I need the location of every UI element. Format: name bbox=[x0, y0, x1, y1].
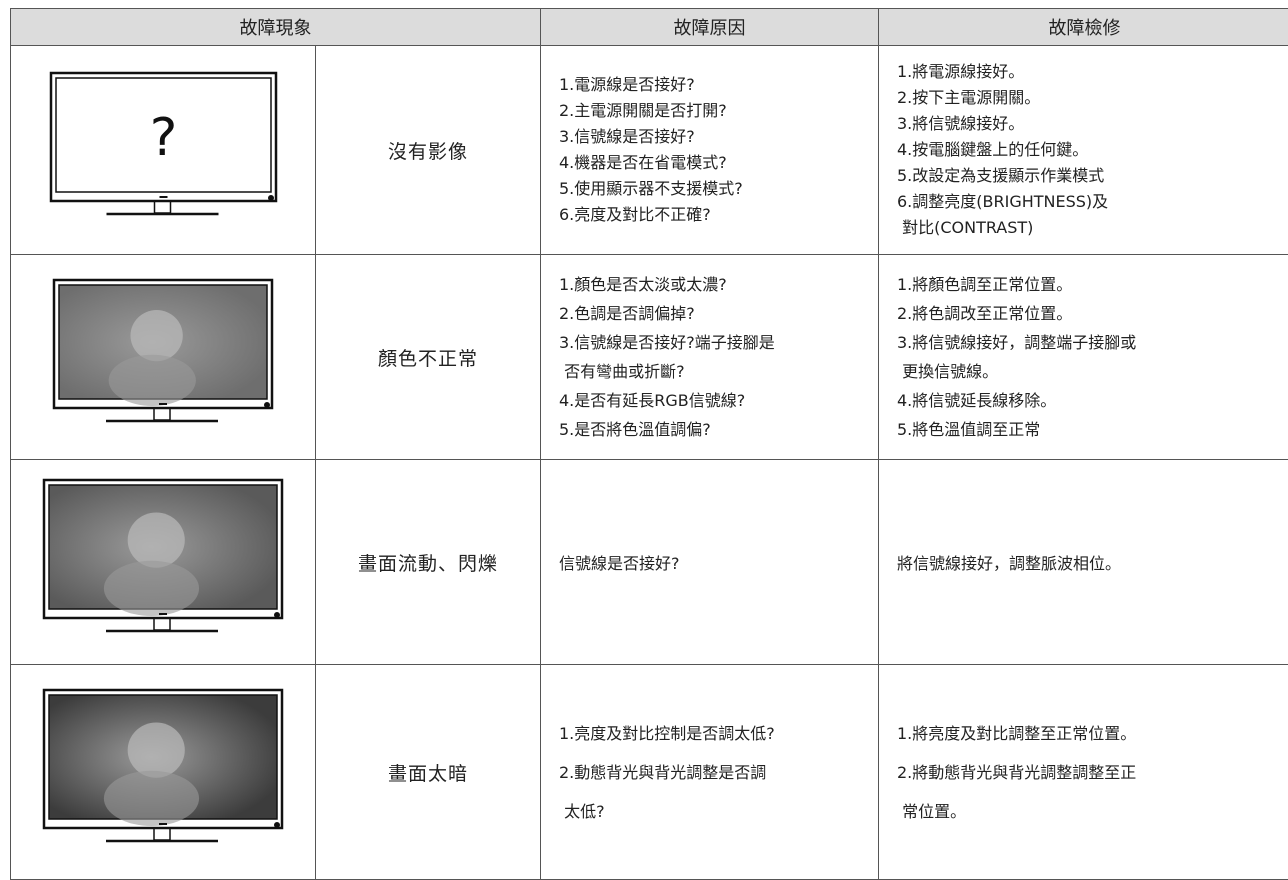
text-line: 2.動態背光與背光調整是否調 bbox=[559, 762, 767, 782]
text-line: 太低? bbox=[559, 801, 605, 821]
text-line: 1.將電源線接好。 bbox=[897, 62, 1025, 81]
text-line: 2.按下主電源開關。 bbox=[897, 88, 1041, 107]
monitor-cell bbox=[10, 665, 315, 880]
cause-cell: 信號線是否接好? bbox=[540, 460, 878, 665]
text-line: 1.將亮度及對比調整至正常位置。 bbox=[897, 723, 1137, 743]
text-line: 5.使用顯示器不支援模式? bbox=[559, 179, 743, 198]
text-line: 1.亮度及對比控制是否調太低? bbox=[559, 723, 775, 743]
text-line: 對比(CONTRAST) bbox=[897, 218, 1034, 237]
text-line: 4.機器是否在省電模式? bbox=[559, 153, 727, 172]
text-line: 3.將信號線接好。 bbox=[897, 114, 1025, 133]
monitor-icon bbox=[42, 688, 284, 843]
text-line: 1.電源線是否接好? bbox=[559, 75, 695, 94]
monitor-icon: ? bbox=[49, 71, 277, 216]
symptom-cell: 畫面太暗 bbox=[315, 665, 540, 880]
text-line: 2.色調是否調偏掉? bbox=[559, 304, 695, 323]
monitor-icon bbox=[42, 478, 284, 633]
text-line: 2.將動態背光與背光調整調整至正 bbox=[897, 762, 1137, 782]
text-line: 常位置。 bbox=[897, 801, 967, 821]
text-line: 1.顏色是否太淡或太濃? bbox=[559, 275, 727, 294]
text-line: 3.信號線是否接好? bbox=[559, 127, 695, 146]
text-line: 更換信號線。 bbox=[897, 362, 999, 381]
header-cell: 故障原因 bbox=[540, 8, 878, 46]
symptom-cell: 畫面流動、閃爍 bbox=[315, 460, 540, 665]
fix-cell: 1.將電源線接好。 2.按下主電源開關。 3.將信號線接好。 4.按電腦鍵盤上的任何鍵… bbox=[878, 46, 1288, 255]
text-line: 信號線是否接好? bbox=[559, 554, 680, 573]
fix-cell: 將信號線接好，調整脈波相位。 bbox=[878, 460, 1288, 665]
text-line: 4.是否有延長RGB信號線? bbox=[559, 391, 746, 410]
text-line: 4.將信號延長線移除。 bbox=[897, 391, 1057, 410]
text-line: 否有彎曲或折斷? bbox=[559, 362, 685, 381]
text-line: 3.信號線是否接好?端子接腳是 bbox=[559, 333, 775, 352]
text-line: 2.主電源開關是否打開? bbox=[559, 101, 727, 120]
text-line: 6.亮度及對比不正確? bbox=[559, 205, 711, 224]
monitor-icon bbox=[52, 278, 274, 423]
cause-cell: 1.電源線是否接好? 2.主電源開關是否打開? 3.信號線是否接好? 4.機器是否在省… bbox=[540, 46, 878, 255]
symptom-cell: 顏色不正常 bbox=[315, 255, 540, 460]
text-line: 1.將顏色調至正常位置。 bbox=[897, 275, 1073, 294]
text-line: 將信號線接好，調整脈波相位。 bbox=[897, 554, 1122, 573]
text-line: 2.將色調改至正常位置。 bbox=[897, 304, 1073, 323]
cause-cell: 1.顏色是否太淡或太濃? 2.色調是否調偏掉? 3.信號線是否接好?端子接腳是 否有… bbox=[540, 255, 878, 460]
cause-cell: 1.亮度及對比控制是否調太低? 2.動態背光與背光調整是否調 太低? bbox=[540, 665, 878, 880]
screen-text: ? bbox=[149, 108, 177, 168]
monitor-cell: ? bbox=[10, 46, 315, 255]
monitor-cell bbox=[10, 460, 315, 665]
header-cell: 故障檢修 bbox=[878, 8, 1288, 46]
monitor-cell bbox=[10, 255, 315, 460]
fix-cell: 1.將顏色調至正常位置。 2.將色調改至正常位置。 3.將信號線接好，調整端子接腳或… bbox=[878, 255, 1288, 460]
text-line: 4.按電腦鍵盤上的任何鍵。 bbox=[897, 140, 1089, 159]
fix-cell: 1.將亮度及對比調整至正常位置。 2.將動態背光與背光調整調整至正 常位置。 bbox=[878, 665, 1288, 880]
text-line: 5.將色溫值調至正常 bbox=[897, 420, 1041, 439]
text-line: 5.改設定為支援顯示作業模式 bbox=[897, 166, 1105, 185]
text-line: 6.調整亮度(BRIGHTNESS)及 bbox=[897, 192, 1109, 211]
header-cell: 故障現象 bbox=[10, 8, 540, 46]
symptom-cell: 沒有影像 bbox=[315, 46, 540, 255]
text-line: 5.是否將色溫值調偏? bbox=[559, 420, 711, 439]
text-line: 3.將信號線接好，調整端子接腳或 bbox=[897, 333, 1137, 352]
